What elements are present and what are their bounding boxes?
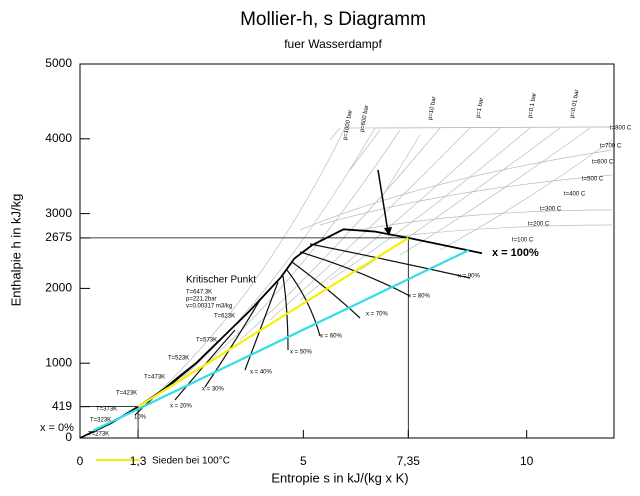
x-tick-label: 1,3 bbox=[130, 454, 147, 468]
arrow bbox=[377, 169, 389, 233]
x-axis-label: Entropie s in kJ/(kg x K) bbox=[271, 470, 408, 485]
annotation: x = 50% bbox=[290, 350, 313, 356]
x-tick-label: 5 bbox=[300, 454, 307, 468]
y-tick-label: 2675 bbox=[45, 230, 72, 244]
annotation: p=10 bar bbox=[428, 96, 438, 121]
y-axis-label: Enthalpie h in kJ/kg bbox=[8, 194, 23, 307]
y-tick-label: 3000 bbox=[45, 206, 72, 220]
annotation: T=373K bbox=[96, 407, 117, 413]
annotation: T=647.3K bbox=[186, 290, 212, 296]
annotation: T=323K bbox=[90, 418, 111, 424]
y-tick-label: 2000 bbox=[45, 281, 72, 295]
legend-label: Sieden bei 100°C bbox=[152, 456, 230, 467]
annotation: p=600 bar bbox=[360, 105, 371, 133]
y-tick-label: 4000 bbox=[45, 131, 72, 145]
annotation: t=500 C bbox=[582, 177, 604, 183]
annotation: t=400 C bbox=[564, 192, 586, 198]
annotation: p=1 bar bbox=[476, 97, 485, 118]
annotation: t=100 C bbox=[512, 238, 534, 244]
plot-frame bbox=[79, 63, 615, 439]
annotation: T=423K bbox=[116, 391, 137, 397]
series-label: x = 100% bbox=[492, 247, 539, 259]
annotation: T=273K bbox=[88, 432, 109, 438]
annotation: x = 30% bbox=[202, 387, 225, 393]
y-tick-label: 419 bbox=[52, 399, 72, 413]
annotation: p=1000 bar bbox=[343, 110, 354, 141]
y-tick-label: 0 bbox=[65, 430, 72, 444]
y-tick-label: 1000 bbox=[45, 355, 72, 369]
annotation: t=200 C bbox=[528, 222, 550, 228]
annotation: x = 20% bbox=[170, 404, 193, 410]
annotation: T=623K bbox=[214, 314, 235, 320]
annotation: t=300 C bbox=[540, 207, 562, 213]
annotation: p=0.01 bar bbox=[570, 89, 581, 118]
annotation: x = 70% bbox=[366, 312, 389, 318]
y-tick-label: 5000 bbox=[45, 56, 72, 70]
annotation: t=600 C bbox=[592, 160, 614, 166]
arrow-head bbox=[384, 227, 392, 236]
annotation: x = 90% bbox=[458, 274, 481, 280]
series-label: x = 0% bbox=[40, 422, 74, 434]
annotation: v=0.00317 m3/kg bbox=[186, 304, 232, 310]
annotation: T=473K bbox=[144, 375, 165, 381]
series-line bbox=[92, 249, 470, 432]
annotation: x = 60% bbox=[320, 334, 343, 340]
annotation: p=221.2bar bbox=[186, 297, 217, 303]
chart-subtitle: fuer Wasserdampf bbox=[284, 37, 382, 51]
series-line bbox=[137, 236, 409, 408]
series-line bbox=[280, 228, 483, 278]
annotation: t=800 C bbox=[610, 126, 632, 132]
annotation: T=573K bbox=[196, 338, 217, 344]
annotation: 10% bbox=[134, 415, 147, 421]
x-tick-label: 10 bbox=[520, 454, 534, 468]
annotation: p=0.1 bar bbox=[528, 92, 538, 118]
annotation: x = 80% bbox=[408, 294, 431, 300]
annotation: t=700 C bbox=[600, 144, 622, 150]
annotation: x = 40% bbox=[250, 370, 273, 376]
isobars bbox=[149, 126, 613, 401]
chart-title: Mollier-h, s Diagramm bbox=[240, 9, 426, 30]
annotation: T=523K bbox=[168, 356, 189, 362]
annotation: Kritischer Punkt bbox=[186, 275, 256, 286]
x-tick-label: 0 bbox=[77, 454, 84, 468]
x-tick-label: 7,35 bbox=[397, 454, 421, 468]
